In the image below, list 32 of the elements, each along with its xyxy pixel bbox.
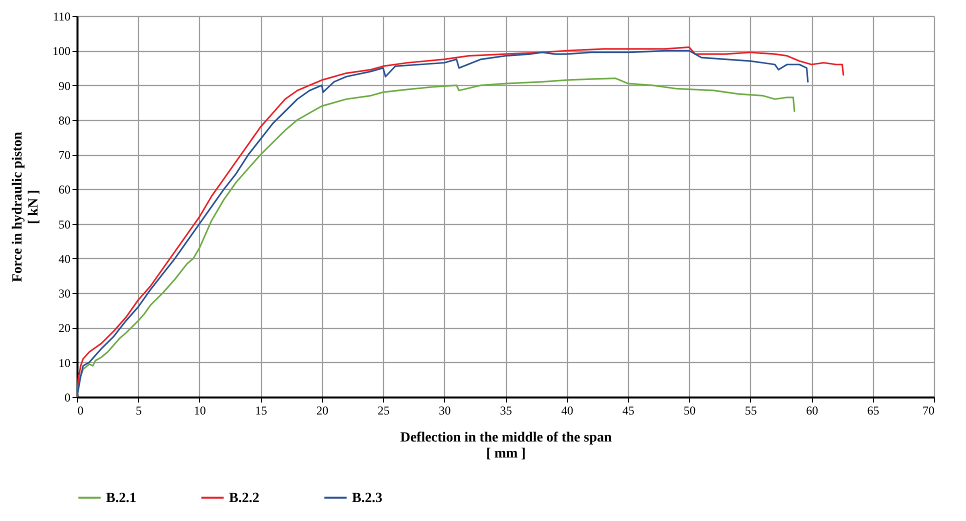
x-tick-label: 0 <box>78 404 84 418</box>
y-tick-label: 20 <box>58 321 70 336</box>
legend-label: B.2.2 <box>229 490 260 506</box>
legend-label: B.2.3 <box>352 490 382 506</box>
y-axis-title: Force in hydraulic piston [ kN ] <box>10 132 42 282</box>
x-tick-label: 55 <box>744 404 757 418</box>
x-tick-label: 70 <box>922 404 934 418</box>
x-tick-label: 45 <box>622 404 634 418</box>
y-tick-label: 50 <box>58 217 70 232</box>
y-tick-label: 80 <box>58 113 70 128</box>
x-tick-label: 65 <box>867 404 880 418</box>
y-tick-label: 70 <box>58 148 70 162</box>
x-tick-label: 20 <box>316 404 328 418</box>
y-tick-label: 100 <box>52 44 70 58</box>
x-tick-label: 10 <box>194 404 206 418</box>
x-tick-label: 15 <box>255 404 268 418</box>
x-tick-label: 5 <box>136 404 142 418</box>
x-tick-label: 30 <box>438 404 451 418</box>
y-tick-label: 10 <box>58 356 70 370</box>
y-tick-label: 90 <box>58 78 70 93</box>
y-tick-label: 30 <box>58 286 70 301</box>
y-tick-label: 40 <box>58 252 70 266</box>
legend-label: B.2.1 <box>106 490 136 506</box>
y-tick-label: 60 <box>58 182 70 197</box>
y-tick-label: 0 <box>64 390 70 404</box>
x-tick-label: 50 <box>684 404 696 418</box>
x-tick-label: 25 <box>378 404 390 418</box>
x-tick-label: 40 <box>561 404 574 418</box>
x-tick-label: 60 <box>806 404 818 418</box>
y-tick-label: 110 <box>52 10 70 24</box>
x-axis-title: Deflection in the middle of the span [ mm ] <box>400 430 612 462</box>
x-tick-label: 35 <box>500 404 512 418</box>
